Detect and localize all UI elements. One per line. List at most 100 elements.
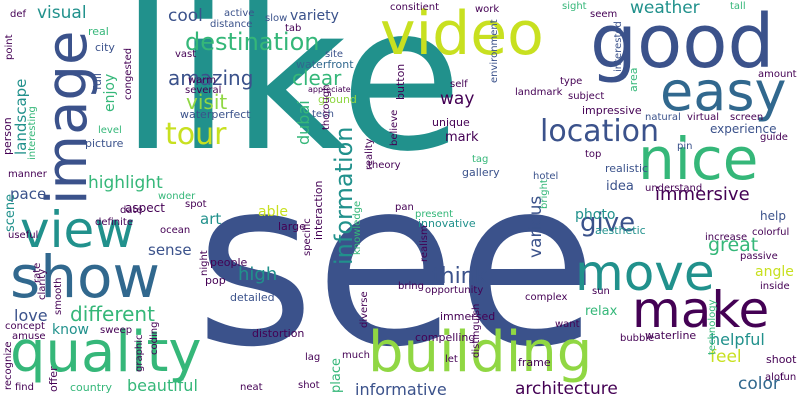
word-great: great <box>708 234 759 256</box>
word-pan: pan <box>395 202 414 213</box>
word-distinguish: distinguish <box>471 303 482 358</box>
word-tall: tall <box>730 1 746 12</box>
word-visit: visit <box>186 90 228 114</box>
word-tech: tech <box>312 109 334 120</box>
word-sweep: sweep <box>100 325 133 336</box>
word-present: present <box>415 209 454 220</box>
word-easy: easy <box>660 60 787 123</box>
word-video: video <box>380 0 544 69</box>
word-people: people <box>210 256 248 269</box>
word-way: way <box>440 89 475 109</box>
word-feel: feel <box>710 347 742 367</box>
word-let: let <box>445 354 458 365</box>
word-graphic: graphic <box>134 334 145 372</box>
word-impressive: impressive <box>582 104 642 117</box>
word-alot: alot <box>765 372 784 383</box>
word-self: self <box>450 79 468 90</box>
word-bubble: bubble <box>620 333 655 344</box>
word-immersed: immersed <box>440 310 496 323</box>
word-make: make <box>632 281 770 339</box>
word-colorful: colorful <box>752 227 790 238</box>
word-informative: informative <box>355 380 447 399</box>
word-area: area <box>627 67 640 92</box>
word-aspect: aspect <box>125 201 165 215</box>
word-opportunity: opportunity <box>425 285 484 296</box>
word-amuse: amuse <box>12 331 46 342</box>
word-show: show <box>10 243 160 311</box>
word-quality: quality <box>10 320 202 385</box>
word-understand: understand <box>645 183 703 194</box>
word-level: level <box>98 125 122 136</box>
word-top: top <box>585 149 602 160</box>
word-virtual: virtual <box>687 112 719 123</box>
word-enjoy: enjoy <box>102 73 118 112</box>
word-recognize: recognize <box>3 341 14 390</box>
word-pin: pin <box>677 141 693 152</box>
word-art: art <box>200 210 222 228</box>
word-wonder: wonder <box>158 191 196 202</box>
word-passive: passive <box>740 251 778 262</box>
word-detailed: detailed <box>230 291 275 304</box>
word-want: want <box>555 319 580 330</box>
word-button: button <box>394 63 407 100</box>
word-offer: offer <box>47 366 60 392</box>
word-good: good <box>590 0 775 85</box>
word-color: color <box>738 374 780 394</box>
word-useful: useful <box>8 230 39 241</box>
word-bring: bring <box>398 281 424 292</box>
word-beautiful: beautiful <box>127 376 198 395</box>
word-amazing: amazing <box>168 66 254 90</box>
word-theory: theory <box>368 160 401 171</box>
word-frame: frame <box>518 356 551 369</box>
word-type: type <box>560 76 583 87</box>
word-variety: variety <box>290 8 339 24</box>
word-pop: pop <box>205 274 226 287</box>
word-sense: sense <box>148 241 192 259</box>
word-believe: believe <box>389 109 400 146</box>
word-ground: ground <box>318 93 357 106</box>
word-definite: definite <box>95 217 133 228</box>
word-real: real <box>88 25 109 38</box>
word-like: like <box>120 0 463 196</box>
word-appreciate: appreciate <box>308 85 351 94</box>
word-distortion: distortion <box>252 327 305 340</box>
word-city: city <box>95 41 115 54</box>
word-congested: congested <box>123 47 134 100</box>
word-full: full <box>91 73 104 90</box>
word-night: night <box>199 250 210 276</box>
word-able: able <box>258 204 288 220</box>
word-see: see <box>195 131 598 398</box>
word-idea: idea <box>606 179 634 194</box>
word-guide: guide <box>760 132 788 143</box>
word-concept: concept <box>5 321 45 332</box>
word-smooth: smooth <box>53 277 64 315</box>
word-warm: warm <box>188 75 216 86</box>
word-tab: tab <box>285 23 302 34</box>
word-place: place <box>329 358 344 393</box>
word-consitient: consitient <box>390 2 440 13</box>
word-person: person <box>1 117 14 155</box>
word-helpful: helpful <box>710 330 765 349</box>
word-tag: tag <box>472 154 489 165</box>
word-weather: weather <box>630 0 700 18</box>
word-much: much <box>342 350 370 361</box>
word-seem: seem <box>590 9 618 20</box>
word-lag: lag <box>305 352 321 363</box>
word-manner: manner <box>8 169 47 180</box>
word-think: think <box>432 264 488 289</box>
word-realistic: realistic <box>605 162 649 175</box>
word-unique: unique <box>432 116 470 129</box>
word-ocean: ocean <box>160 225 191 236</box>
word-shot: shot <box>298 380 320 391</box>
word-move: move <box>575 244 715 302</box>
word-hotel: hotel <box>533 171 559 182</box>
word-gallery: gallery <box>462 166 500 179</box>
word-cool: cool <box>168 6 203 26</box>
word-natural: natural <box>645 112 681 123</box>
word-different: different <box>70 302 155 326</box>
word-know: know <box>52 322 89 338</box>
word-coding: coding <box>149 321 160 355</box>
word-mark: mark <box>445 130 479 145</box>
word-complex: complex <box>525 292 568 303</box>
